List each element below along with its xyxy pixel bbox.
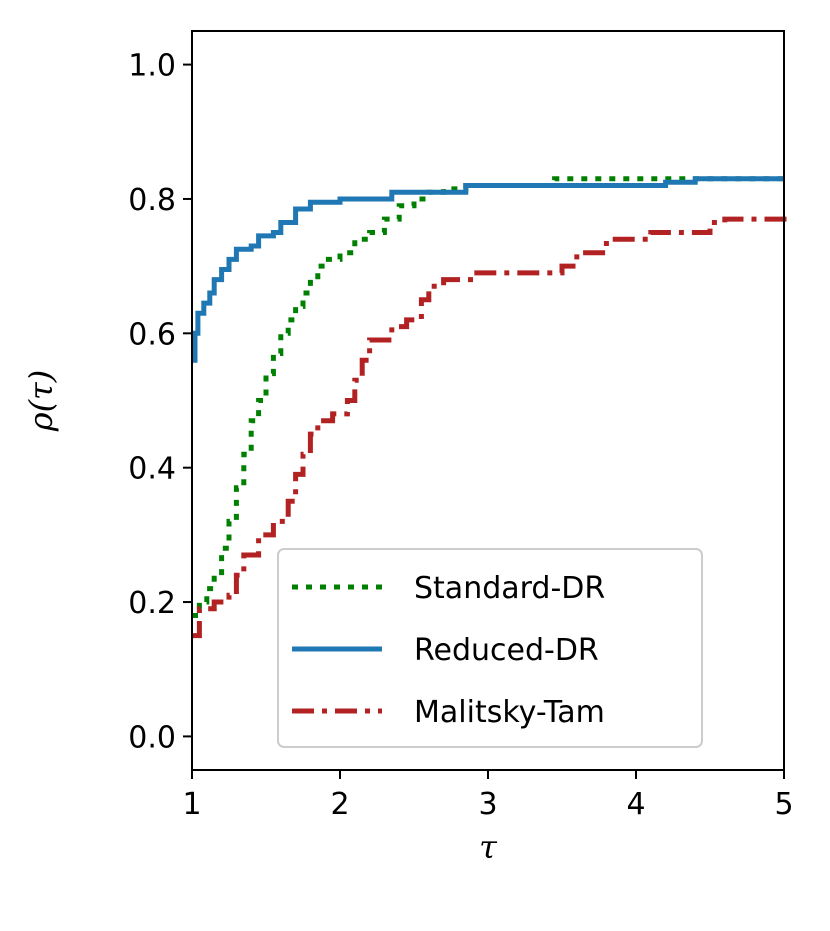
legend-box [277, 548, 703, 748]
legend: Standard-DR Reduced-DR Malitsky-Tam [277, 548, 703, 748]
ticks-layer: 1 2 3 4 5 0.0 0.2 0.4 0.6 0.8 1.0 [128, 49, 793, 822]
legend-label-3: Malitsky-Tam [414, 695, 605, 730]
x-tick-label: 2 [330, 787, 349, 822]
x-tick-label: 5 [774, 787, 793, 822]
y-tick-label: 0.2 [128, 586, 176, 621]
series-line-1 [192, 176, 784, 618]
y-tick-label: 1.0 [128, 49, 176, 84]
series-line-2 [192, 176, 784, 363]
y-tick-label: 0.6 [128, 317, 176, 352]
y-tick-label: 0.0 [128, 720, 176, 755]
y-tick-label: 0.4 [128, 452, 176, 487]
y-axis-label: ρ(τ) [22, 370, 60, 432]
x-axis-label: τ [479, 828, 498, 866]
x-tick-label: 3 [478, 787, 497, 822]
x-tick-label: 4 [626, 787, 645, 822]
series-line-3 [192, 215, 787, 639]
y-tick-label: 0.8 [128, 183, 176, 218]
x-tick-label: 1 [182, 787, 201, 822]
legend-label-1: Standard-DR [414, 571, 605, 606]
series-layer [192, 176, 787, 639]
legend-label-2: Reduced-DR [414, 633, 599, 668]
